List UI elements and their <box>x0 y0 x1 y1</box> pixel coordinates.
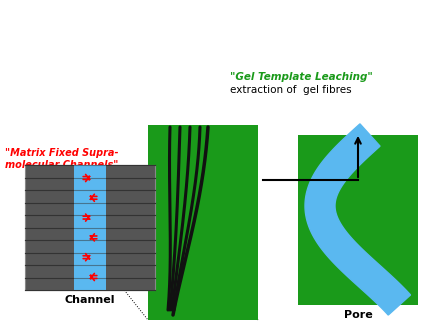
Text: molecular Channels": molecular Channels" <box>5 160 118 170</box>
Bar <box>25 165 155 290</box>
Text: "Matrix Fixed Supra-: "Matrix Fixed Supra- <box>5 148 119 158</box>
Bar <box>148 125 258 320</box>
Text: extraction of  gel fibres: extraction of gel fibres <box>230 85 352 95</box>
Text: "Gel Template Leaching": "Gel Template Leaching" <box>230 72 373 82</box>
Text: Channel: Channel <box>65 295 115 305</box>
Text: Pore: Pore <box>344 310 372 320</box>
Polygon shape <box>305 124 410 315</box>
Bar <box>74 165 106 290</box>
Bar <box>298 135 418 305</box>
